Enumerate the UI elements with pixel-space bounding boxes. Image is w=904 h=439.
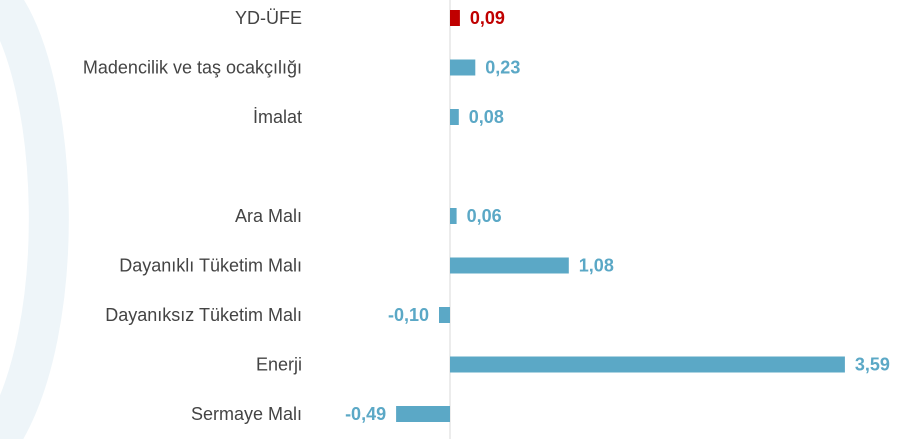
- bar: [450, 109, 459, 125]
- value-label: 0,08: [469, 107, 504, 127]
- bar: [439, 307, 450, 323]
- bar: [450, 59, 476, 76]
- category-label: Dayanıksız Tüketim Malı: [105, 305, 302, 325]
- value-label: -0,10: [388, 305, 429, 325]
- category-label: YD-ÜFE: [235, 8, 302, 28]
- value-label: 0,23: [485, 57, 520, 77]
- category-label: Sermaye Malı: [191, 404, 302, 424]
- bar: [396, 406, 450, 422]
- category-label: Enerji: [256, 354, 302, 374]
- value-label: 0,09: [470, 8, 505, 28]
- category-label: Madencilik ve taş ocakçılığı: [83, 57, 302, 77]
- category-label: Dayanıklı Tüketim Malı: [119, 255, 302, 275]
- category-label: İmalat: [253, 107, 302, 127]
- bar: [450, 208, 457, 224]
- value-label: -0,49: [345, 404, 386, 424]
- bar: [450, 10, 460, 26]
- value-label: 1,08: [579, 255, 614, 275]
- bar: [450, 356, 845, 373]
- value-label: 3,59: [855, 354, 890, 374]
- category-label: Ara Malı: [235, 206, 302, 226]
- value-label: 0,06: [467, 206, 502, 226]
- background-arc: [0, 0, 69, 439]
- bar: [450, 257, 569, 274]
